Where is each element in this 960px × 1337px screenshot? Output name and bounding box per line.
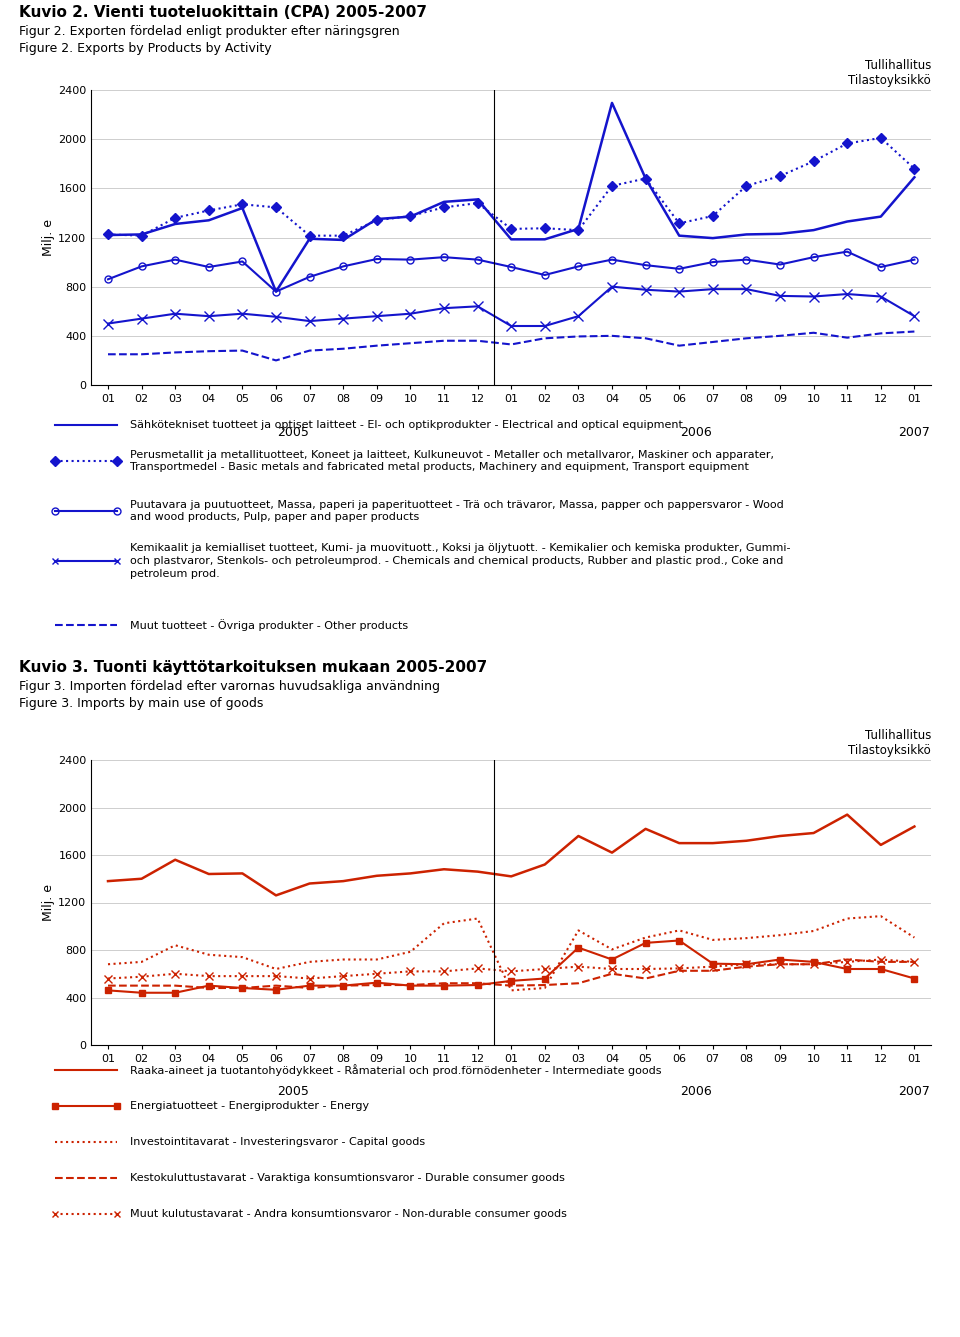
Text: 2007: 2007 [899,427,930,440]
Text: Kestokuluttustavarat - Varaktiga konsumtionsvaror - Durable consumer goods: Kestokuluttustavarat - Varaktiga konsumt… [130,1173,564,1183]
Text: Kemikaalit ja kemialliset tuotteet, Kumi- ja muovituott., Koksi ja öljytuott. - : Kemikaalit ja kemialliset tuotteet, Kumi… [130,543,790,579]
Text: Figure 2. Exports by Products by Activity: Figure 2. Exports by Products by Activit… [19,41,272,55]
Text: Kuvio 3. Tuonti käyttötarkoituksen mukaan 2005-2007: Kuvio 3. Tuonti käyttötarkoituksen mukaa… [19,660,488,675]
Text: Muut tuotteet - Övriga produkter - Other products: Muut tuotteet - Övriga produkter - Other… [130,619,408,631]
Text: Energiatuotteet - Energiprodukter - Energy: Energiatuotteet - Energiprodukter - Ener… [130,1100,370,1111]
Text: Raaka-aineet ja tuotantohyödykkeet - Råmaterial och prod.förnödenheter - Interme: Raaka-aineet ja tuotantohyödykkeet - Råm… [130,1064,661,1076]
Text: Tullihallitus
Tilastoyksikkö: Tullihallitus Tilastoyksikkö [849,729,931,757]
Text: Tullihallitus
Tilastoyksikkö: Tullihallitus Tilastoyksikkö [849,59,931,87]
Text: 2006: 2006 [680,427,712,440]
Text: Figur 2. Exporten fördelad enligt produkter efter näringsgren: Figur 2. Exporten fördelad enligt produk… [19,25,399,37]
Text: 2006: 2006 [680,1084,712,1098]
Text: Kuvio 2. Vienti tuoteluokittain (CPA) 2005-2007: Kuvio 2. Vienti tuoteluokittain (CPA) 20… [19,5,427,20]
Text: Perusmetallit ja metallituotteet, Koneet ja laitteet, Kulkuneuvot - Metaller och: Perusmetallit ja metallituotteet, Koneet… [130,449,774,472]
Text: Figure 3. Imports by main use of goods: Figure 3. Imports by main use of goods [19,697,264,710]
Text: Investointitavarat - Investeringsvaror - Capital goods: Investointitavarat - Investeringsvaror -… [130,1136,425,1147]
Y-axis label: Milj. e: Milj. e [42,884,56,921]
Y-axis label: Milj. e: Milj. e [42,219,56,255]
Text: Muut kulutustavarat - Andra konsumtionsvaror - Non-durable consumer goods: Muut kulutustavarat - Andra konsumtionsv… [130,1209,566,1219]
Text: Puutavara ja puutuotteet, Massa, paperi ja paperituotteet - Trä och trävaror, Ma: Puutavara ja puutuotteet, Massa, paperi … [130,500,783,523]
Text: 2007: 2007 [899,1084,930,1098]
Text: Figur 3. Importen fördelad efter varornas huvudsakliga användning: Figur 3. Importen fördelad efter varorna… [19,681,441,693]
Text: Sähkötekniset tuotteet ja optiset laitteet - El- och optikprodukter - Electrical: Sähkötekniset tuotteet ja optiset laitte… [130,420,683,431]
Text: 2005: 2005 [276,1084,309,1098]
Text: 2005: 2005 [276,427,309,440]
